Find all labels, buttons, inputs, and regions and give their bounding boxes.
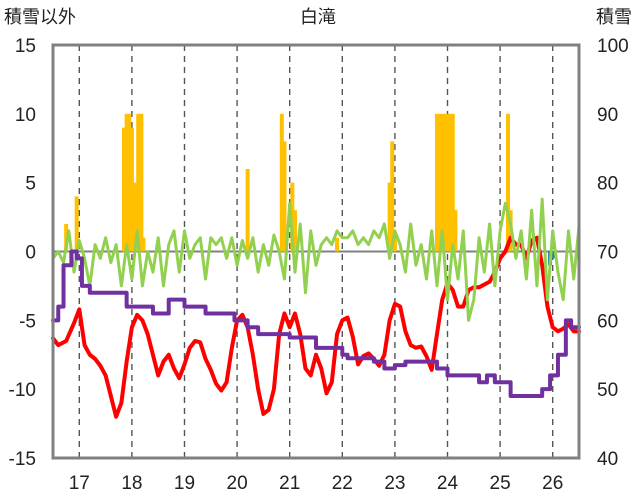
y-right-tick-label: 70 bbox=[597, 243, 618, 264]
x-tick-label: 23 bbox=[384, 473, 405, 494]
x-tick-label: 18 bbox=[121, 473, 142, 494]
bar bbox=[387, 182, 392, 252]
plot-area bbox=[51, 113, 581, 419]
bar bbox=[127, 113, 132, 252]
bar-series-0 bbox=[64, 113, 513, 252]
line-series-3 bbox=[51, 197, 581, 322]
y-left-tick-label: -15 bbox=[9, 449, 36, 470]
bar bbox=[550, 251, 555, 259]
bar bbox=[282, 141, 287, 252]
line-series-2 bbox=[51, 235, 581, 419]
bar bbox=[442, 113, 447, 252]
bar bbox=[136, 113, 141, 252]
bar bbox=[448, 113, 453, 252]
y-left-tick-label: -5 bbox=[19, 311, 36, 332]
y-right-tick-label: 80 bbox=[597, 174, 618, 195]
y-left-tick-label: 5 bbox=[25, 174, 36, 195]
bar bbox=[434, 113, 439, 252]
y-right-label: 積雪 bbox=[596, 7, 632, 28]
x-tick-label: 25 bbox=[490, 473, 511, 494]
bar bbox=[129, 127, 134, 252]
y-right-tick-label: 100 bbox=[597, 36, 629, 57]
gridlines bbox=[53, 45, 579, 458]
bar bbox=[445, 113, 450, 252]
x-tick-label: 22 bbox=[332, 473, 353, 494]
bar bbox=[74, 196, 79, 252]
bar bbox=[245, 168, 250, 252]
tick-labels: 17 18 19 20 21 22 23 24 25 26151050-5-10-15100908… bbox=[9, 36, 629, 494]
bar bbox=[124, 113, 129, 252]
bar bbox=[440, 113, 445, 252]
bar bbox=[390, 141, 395, 252]
bar bbox=[505, 113, 510, 252]
bar bbox=[437, 113, 442, 252]
y-left-tick-label: -10 bbox=[9, 380, 36, 401]
chart-title: 白滝 bbox=[300, 7, 336, 28]
bar bbox=[139, 113, 144, 252]
bar bbox=[279, 113, 284, 252]
y-left-label: 積雪以外 bbox=[4, 7, 76, 28]
y-right-tick-label: 40 bbox=[597, 449, 618, 470]
bar bbox=[132, 182, 137, 252]
x-tick-label: 24 bbox=[437, 473, 459, 494]
bar bbox=[450, 113, 455, 252]
bar bbox=[292, 210, 297, 252]
x-tick-label: 21 bbox=[279, 473, 300, 494]
y-right-tick-label: 90 bbox=[597, 105, 618, 126]
y-right-tick-label: 60 bbox=[597, 311, 618, 332]
y-left-tick-label: 15 bbox=[15, 36, 36, 57]
line-series-4 bbox=[51, 249, 581, 399]
bar bbox=[290, 182, 295, 252]
x-tick-label: 20 bbox=[227, 473, 248, 494]
x-tick-label: 17 bbox=[69, 473, 90, 494]
bar bbox=[141, 237, 146, 252]
bar bbox=[335, 237, 340, 252]
bar bbox=[122, 127, 127, 252]
bar bbox=[453, 210, 458, 252]
x-tick-label: 19 bbox=[174, 473, 195, 494]
x-tick-label: 26 bbox=[542, 473, 563, 494]
y-left-tick-label: 10 bbox=[15, 105, 36, 126]
bar bbox=[392, 237, 397, 252]
y-right-tick-label: 50 bbox=[597, 380, 618, 401]
y-left-tick-label: 0 bbox=[25, 243, 36, 264]
plot-border bbox=[51, 43, 581, 460]
